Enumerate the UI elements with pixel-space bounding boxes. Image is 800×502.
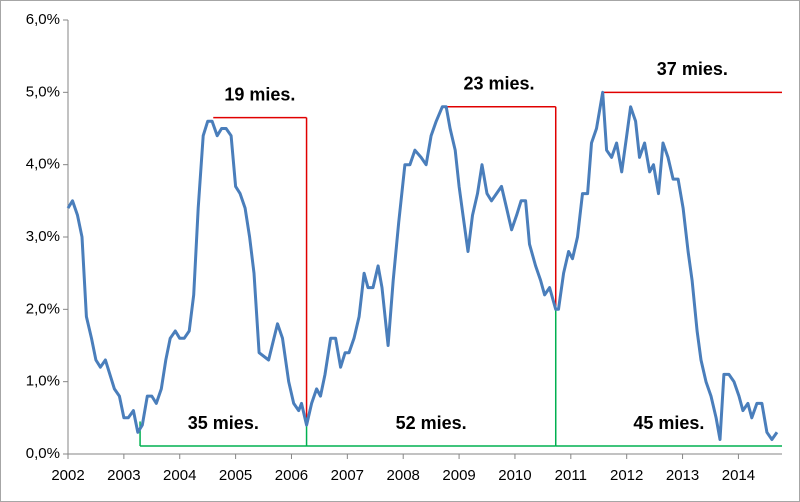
x-tick-label: 2006 bbox=[275, 467, 308, 484]
x-tick-label: 2014 bbox=[722, 467, 755, 484]
peak-label: 23 mies. bbox=[463, 74, 534, 94]
x-tick-label: 2009 bbox=[442, 467, 475, 484]
x-tick-label: 2010 bbox=[498, 467, 531, 484]
y-tick-label: 1,0% bbox=[26, 373, 60, 390]
peak-label: 37 mies. bbox=[657, 59, 728, 79]
series-line bbox=[66, 90, 779, 441]
y-tick-label: 2,0% bbox=[26, 300, 60, 317]
y-tick-label: 6,0% bbox=[26, 11, 60, 28]
trough-label: 35 mies. bbox=[188, 413, 259, 433]
x-tick-label: 2012 bbox=[610, 467, 643, 484]
x-tick-label: 2008 bbox=[387, 467, 420, 484]
y-tick-label: 4,0% bbox=[26, 156, 60, 173]
x-tick-label: 2004 bbox=[163, 467, 196, 484]
x-tick-label: 2005 bbox=[219, 467, 252, 484]
x-tick-label: 2011 bbox=[555, 467, 587, 484]
peak-label: 19 mies. bbox=[224, 84, 295, 104]
trough-label: 52 mies. bbox=[396, 413, 467, 433]
x-tick-label: 2002 bbox=[51, 467, 84, 484]
x-tick-label: 2013 bbox=[666, 467, 699, 484]
x-tick-label: 2003 bbox=[107, 467, 140, 484]
y-tick-label: 5,0% bbox=[26, 83, 60, 100]
y-tick-label: 3,0% bbox=[26, 228, 60, 245]
x-tick-label: 2007 bbox=[331, 467, 364, 484]
trough-label: 45 mies. bbox=[633, 413, 704, 433]
y-tick-label: 0,0% bbox=[26, 445, 60, 462]
